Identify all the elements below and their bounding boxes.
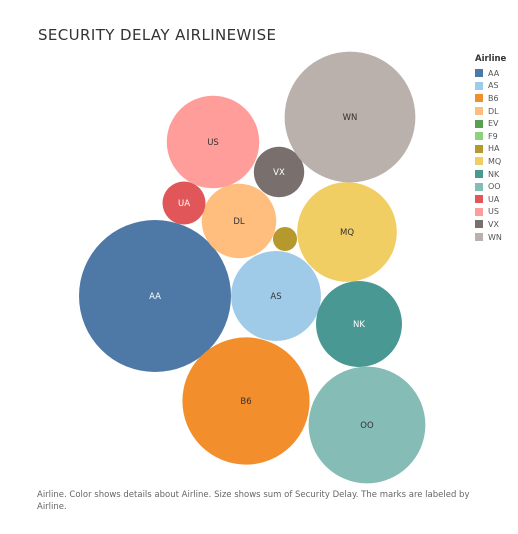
- legend-swatch-f9: [475, 132, 483, 141]
- legend-swatch-us: [475, 207, 483, 216]
- legend-item-f9[interactable]: F9: [475, 130, 518, 143]
- bubble-ua[interactable]: [162, 181, 206, 225]
- bubble-label-vx: VX: [273, 168, 285, 178]
- bubble-as[interactable]: [231, 251, 321, 341]
- bubble-vx[interactable]: [253, 146, 305, 198]
- legend-item-aa[interactable]: AA: [475, 67, 518, 80]
- legend-swatch-ua: [475, 195, 483, 204]
- legend-swatch-nk: [475, 170, 483, 179]
- bubble-label-oo: OO: [360, 421, 374, 431]
- legend-swatch-ha: [475, 144, 483, 153]
- bubble-label-ua: UA: [178, 199, 190, 209]
- bubble-us[interactable]: [166, 95, 260, 189]
- legend-label-vx: VX: [488, 219, 499, 229]
- legend-item-as[interactable]: AS: [475, 80, 518, 93]
- legend-swatch-oo: [475, 182, 483, 191]
- bubble-label-as: AS: [270, 292, 281, 302]
- legend-swatch-mq: [475, 157, 483, 166]
- legend-item-ev[interactable]: EV: [475, 117, 518, 130]
- legend-label-f9: F9: [488, 131, 498, 141]
- legend-label-wn: WN: [488, 232, 502, 242]
- legend-item-vx[interactable]: VX: [475, 218, 518, 231]
- legend-label-as: AS: [488, 81, 499, 91]
- legend-swatch-wn: [475, 233, 483, 242]
- legend-label-nk: NK: [488, 169, 500, 179]
- bubble-nk[interactable]: [316, 281, 402, 367]
- legend-item-ha[interactable]: HA: [475, 143, 518, 156]
- legend-label-aa: AA: [488, 68, 500, 78]
- legend-item-nk[interactable]: NK: [475, 168, 518, 181]
- legend-label-ua: UA: [488, 194, 500, 204]
- legend-items: AA AS B6 DL EV F9 HA MQ NK OO UA US VX WN: [475, 67, 518, 243]
- bubble-ha[interactable]: [272, 226, 298, 252]
- bubble-label-us: US: [207, 138, 219, 148]
- legend-swatch-vx: [475, 220, 483, 229]
- legend-swatch-ev: [475, 119, 483, 128]
- bubble-b6[interactable]: [182, 337, 310, 465]
- legend-swatch-b6: [475, 94, 483, 103]
- legend-label-ha: HA: [488, 144, 500, 154]
- bubble-label-nk: NK: [353, 320, 365, 330]
- bubble-aa[interactable]: [79, 220, 231, 372]
- legend-label-dl: DL: [488, 106, 499, 116]
- legend-item-oo[interactable]: OO: [475, 180, 518, 193]
- bubble-label-b6: B6: [240, 397, 251, 407]
- legend-label-ev: EV: [488, 119, 499, 129]
- legend-item-wn[interactable]: WN: [475, 231, 518, 244]
- bubble-wn[interactable]: [284, 51, 416, 183]
- bubble-label-aa: AA: [149, 292, 161, 302]
- legend: Airline AA AS B6 DL EV F9 HA MQ NK OO UA US VX WN: [475, 54, 518, 243]
- legend-item-b6[interactable]: B6: [475, 92, 518, 105]
- legend-item-mq[interactable]: MQ: [475, 155, 518, 168]
- bubble-mq[interactable]: [297, 182, 397, 282]
- legend-item-dl[interactable]: DL: [475, 105, 518, 118]
- legend-swatch-as: [475, 81, 483, 90]
- bubble-label-dl: DL: [233, 217, 245, 227]
- legend-label-oo: OO: [488, 182, 501, 192]
- legend-item-ua[interactable]: UA: [475, 193, 518, 206]
- bubble-label-wn: WN: [343, 113, 358, 123]
- legend-swatch-aa: [475, 69, 483, 78]
- bubble-oo[interactable]: [308, 366, 426, 484]
- chart-title: SECURITY DELAY AIRLINEWISE: [38, 26, 277, 44]
- legend-label-mq: MQ: [488, 156, 502, 166]
- legend-label-us: US: [488, 207, 499, 217]
- bubble-dl[interactable]: [201, 183, 277, 259]
- bubble-label-mq: MQ: [340, 228, 354, 238]
- legend-label-b6: B6: [488, 93, 499, 103]
- legend-swatch-dl: [475, 107, 483, 116]
- chart-caption: Airline. Color shows details about Airli…: [37, 490, 470, 512]
- legend-item-us[interactable]: US: [475, 206, 518, 219]
- legend-title: Airline: [475, 54, 507, 64]
